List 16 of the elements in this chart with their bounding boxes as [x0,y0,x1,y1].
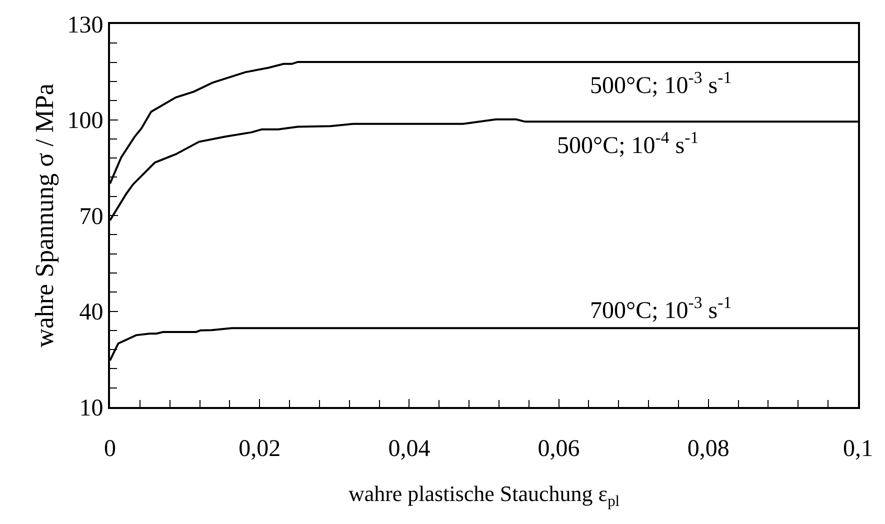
y-tick-label: 100 [67,108,104,134]
y-tick-label: 130 [67,12,104,38]
x-tick-label: 0,02 [238,436,281,462]
y-tick-label: 70 [79,204,104,230]
x-tick-label: 0,08 [687,436,730,462]
series-label: 700°C; 10$^{-3}$ s$^{-1}$ [590,293,732,324]
y-tick-label: 10 [79,395,104,422]
y-axis-title: wahre Spannung σ / MPa [30,83,60,348]
x-axis-title: wahre plastische Stauchung ε$_{pl}$ [348,481,620,510]
y-tick-label: 40 [79,300,104,326]
x-tick-label: 0,04 [388,436,430,462]
series-label: 500°C; 10$^{-4}$ s$^{-1}$ [557,128,699,160]
x-tick-label: 0,06 [538,436,580,462]
x-tick-label: 0 [104,436,116,462]
series-label: 500°C; 10$^{-3}$ s$^{-1}$ [590,68,732,100]
x-tick-label: 0,1 [843,436,873,462]
